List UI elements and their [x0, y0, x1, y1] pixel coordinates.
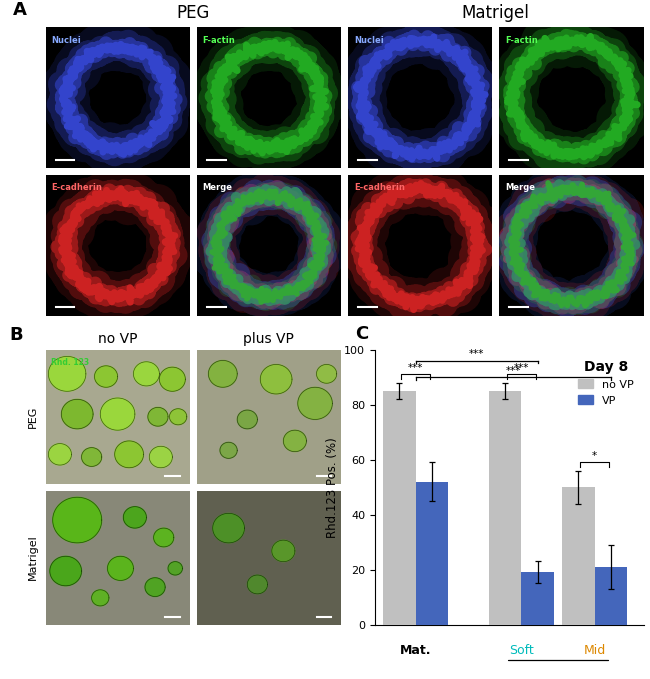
Text: Rhd. 123: Rhd. 123	[51, 358, 90, 367]
Text: ***: ***	[514, 363, 529, 373]
Bar	[562, 488, 595, 625]
Text: E-cadherin: E-cadherin	[51, 183, 102, 192]
Bar	[489, 391, 521, 625]
Circle shape	[48, 356, 86, 391]
Text: Merge: Merge	[203, 183, 233, 192]
Circle shape	[61, 399, 93, 429]
Text: Mat.: Mat.	[400, 644, 432, 657]
Circle shape	[283, 430, 306, 452]
Text: plus VP: plus VP	[244, 332, 294, 346]
Circle shape	[133, 362, 159, 386]
Circle shape	[168, 562, 183, 575]
Circle shape	[170, 409, 187, 425]
Circle shape	[81, 447, 101, 466]
Circle shape	[114, 441, 144, 468]
Text: PEG: PEG	[28, 405, 38, 428]
Circle shape	[150, 446, 172, 468]
Circle shape	[107, 556, 133, 581]
Circle shape	[237, 410, 257, 429]
Text: ***: ***	[506, 366, 521, 376]
Legend: no VP, VP: no VP, VP	[574, 355, 638, 410]
Text: Mid: Mid	[584, 644, 606, 657]
Text: Matrigel: Matrigel	[28, 535, 38, 581]
Text: A: A	[13, 1, 27, 19]
Circle shape	[145, 578, 165, 597]
Text: Matrigel: Matrigel	[462, 3, 530, 22]
Text: Nuclei: Nuclei	[354, 35, 384, 45]
Circle shape	[124, 507, 146, 528]
Circle shape	[209, 361, 237, 387]
Circle shape	[247, 575, 268, 594]
Bar	[383, 391, 415, 625]
Circle shape	[53, 497, 101, 543]
Circle shape	[220, 442, 237, 458]
Circle shape	[213, 513, 244, 543]
Text: C: C	[355, 325, 369, 343]
Bar	[415, 481, 448, 625]
Circle shape	[148, 407, 168, 426]
Circle shape	[260, 365, 292, 394]
Text: ***: ***	[408, 363, 423, 373]
Text: *: *	[592, 451, 597, 461]
Circle shape	[317, 365, 337, 383]
Circle shape	[272, 540, 295, 562]
Y-axis label: Rhd.123 Pos. (%): Rhd.123 Pos. (%)	[326, 437, 339, 538]
Text: Merge: Merge	[505, 183, 535, 192]
Text: Soft: Soft	[509, 644, 534, 657]
Circle shape	[100, 398, 135, 430]
Text: ***: ***	[469, 349, 484, 359]
Bar	[521, 572, 554, 625]
Circle shape	[50, 556, 81, 586]
Text: E-cadherin: E-cadherin	[354, 183, 405, 192]
Text: no VP: no VP	[98, 332, 137, 346]
Text: B: B	[10, 327, 23, 344]
Circle shape	[153, 528, 174, 547]
Text: F-actin: F-actin	[203, 35, 235, 45]
Circle shape	[159, 367, 185, 391]
Text: F-actin: F-actin	[505, 35, 538, 45]
Circle shape	[92, 590, 109, 606]
Circle shape	[48, 443, 72, 465]
Text: Nuclei: Nuclei	[51, 35, 81, 45]
Circle shape	[94, 366, 118, 387]
Bar	[595, 567, 627, 625]
Text: PEG: PEG	[177, 3, 210, 22]
Circle shape	[298, 387, 332, 420]
